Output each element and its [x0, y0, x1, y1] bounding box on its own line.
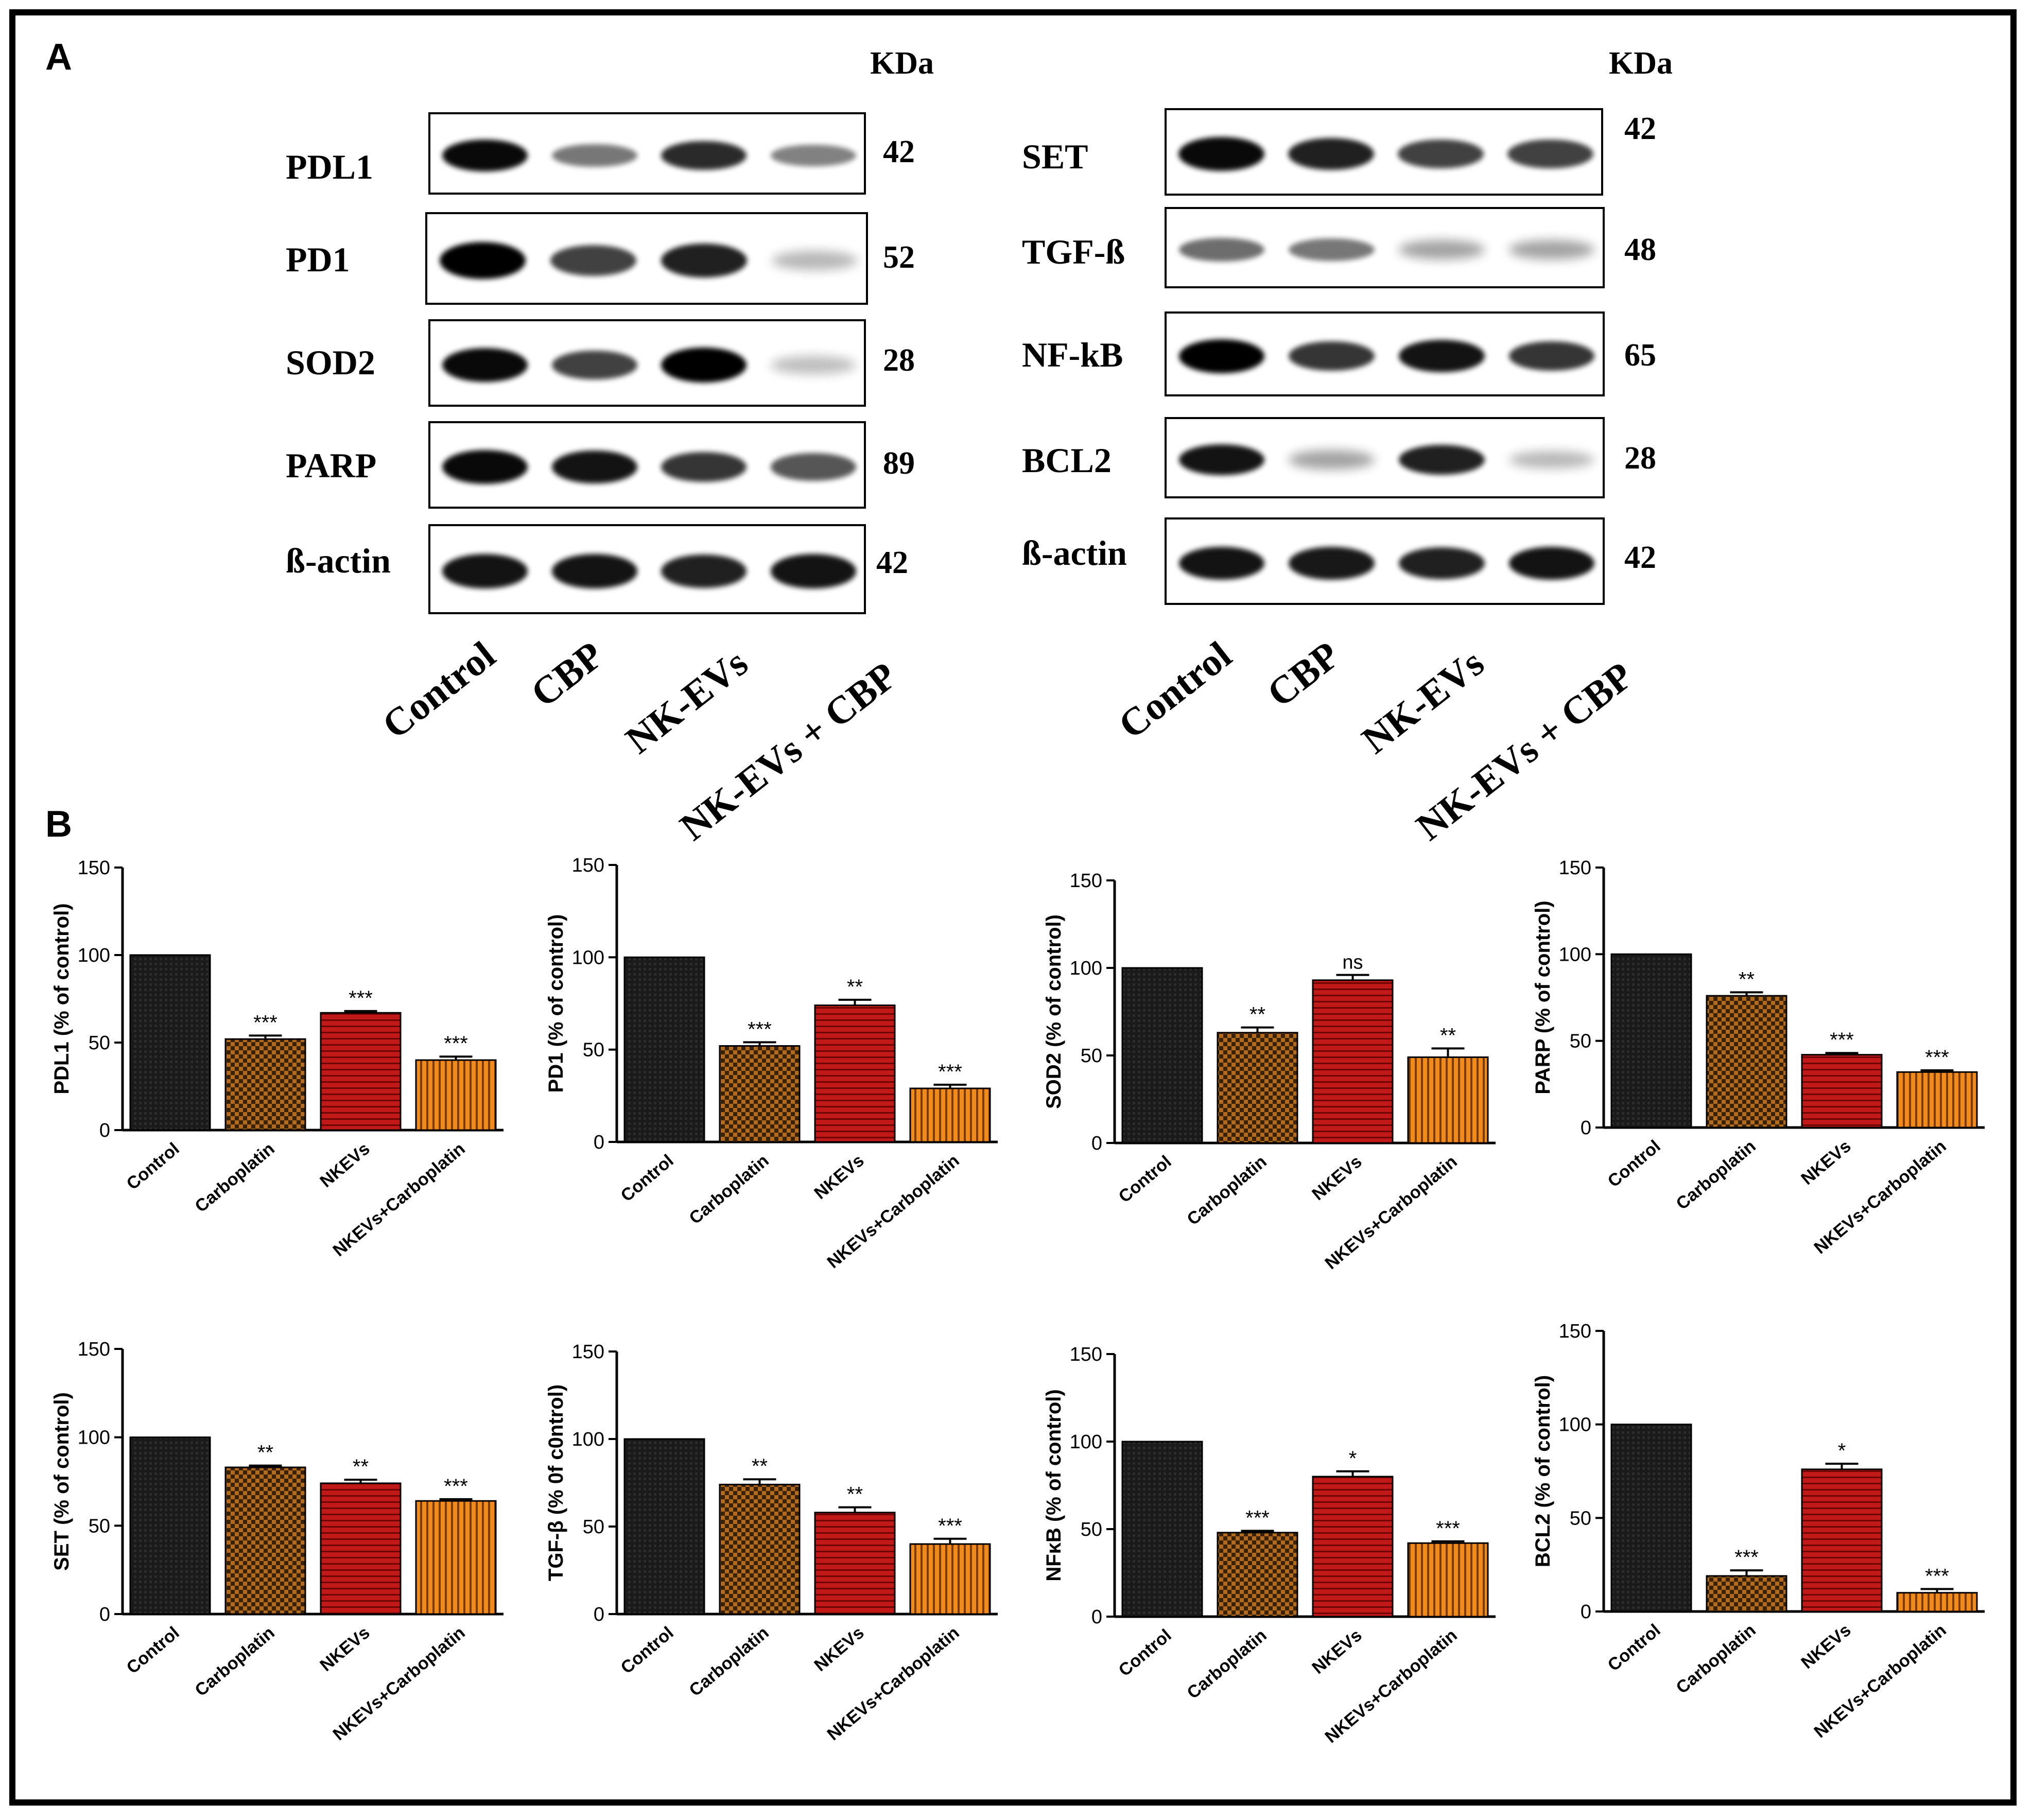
right-blot-image-3 — [1165, 417, 1605, 498]
band — [770, 453, 856, 481]
right-blot-image-2 — [1165, 311, 1605, 396]
band — [550, 245, 637, 276]
right-blot-image-4 — [1165, 517, 1605, 605]
band — [1507, 139, 1593, 169]
band — [1178, 136, 1264, 171]
panel-b-letter: B — [45, 804, 72, 845]
band — [770, 356, 856, 374]
band — [1289, 450, 1375, 470]
band — [442, 554, 528, 588]
left-blot-image-0 — [428, 112, 866, 195]
band — [1289, 547, 1375, 580]
left-blot-label-1: PD1 — [286, 240, 350, 279]
band — [551, 554, 637, 588]
right-blot-label-1: TGF-ß — [1022, 232, 1125, 271]
left-blot-kda-3: 89 — [883, 446, 915, 481]
left-blot-kda-0: 42 — [883, 134, 915, 169]
band — [1289, 238, 1375, 262]
kda-header-left: KDa — [870, 46, 934, 81]
right-blot-kda-2: 65 — [1624, 338, 1656, 373]
right-blot-image-1 — [1165, 207, 1605, 288]
left-blot-kda-2: 28 — [883, 343, 915, 378]
band — [661, 243, 748, 278]
band — [1288, 137, 1374, 170]
band — [1508, 546, 1595, 580]
band — [1399, 240, 1485, 259]
left-blot-image-4 — [428, 524, 866, 614]
band — [1178, 339, 1265, 373]
band — [1508, 240, 1595, 259]
left-blot-kda-1: 52 — [883, 240, 915, 275]
left-blot-image-2 — [428, 319, 866, 407]
left-blot-label-4: ß-actin — [286, 541, 391, 580]
band — [661, 141, 747, 170]
right-blot-label-2: NF-kB — [1022, 335, 1123, 374]
band — [442, 348, 528, 383]
band — [771, 250, 858, 271]
band — [551, 350, 637, 380]
band — [1508, 451, 1595, 469]
band — [1399, 547, 1485, 580]
band — [770, 144, 856, 167]
band — [551, 450, 637, 484]
band — [551, 144, 637, 167]
right-blot-label-4: ß-actin — [1022, 533, 1127, 573]
band — [442, 139, 528, 172]
right-blot-label-3: BCL2 — [1022, 441, 1112, 480]
band — [661, 348, 747, 383]
band — [1178, 546, 1265, 580]
band — [442, 449, 528, 484]
right-blot-label-0: SET — [1022, 137, 1088, 176]
band — [1178, 444, 1265, 475]
left-blot-label-2: SOD2 — [286, 343, 375, 382]
panel-a-letter: A — [45, 37, 72, 78]
band — [661, 452, 747, 482]
left-blot-label-0: PDL1 — [286, 147, 373, 186]
band — [661, 554, 747, 588]
left-blot-image-3 — [428, 421, 866, 509]
band — [770, 554, 856, 588]
right-blot-kda-0: 42 — [1624, 111, 1656, 146]
band — [1399, 445, 1485, 475]
band — [1399, 340, 1485, 372]
kda-header-right: KDa — [1609, 46, 1673, 81]
band — [439, 242, 526, 279]
right-blot-image-0 — [1165, 108, 1603, 196]
band — [1508, 341, 1595, 371]
right-blot-kda-3: 28 — [1624, 441, 1656, 476]
band — [1398, 139, 1484, 169]
left-blot-kda-4: 42 — [876, 545, 908, 580]
band — [1178, 238, 1265, 262]
right-blot-kda-4: 42 — [1624, 540, 1656, 575]
left-blot-label-3: PARP — [286, 446, 377, 485]
band — [1289, 341, 1375, 371]
left-blot-image-1 — [425, 212, 868, 305]
right-blot-kda-1: 48 — [1624, 232, 1656, 267]
